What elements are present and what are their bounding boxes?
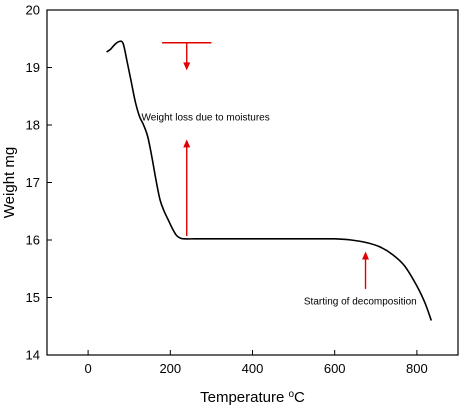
y-axis-title: Weight mg: [1, 147, 18, 218]
weight-curve: [106, 40, 433, 321]
x-tick-label: 800: [406, 361, 428, 376]
x-axis-title-unit: C: [294, 389, 305, 406]
x-tick-label: 200: [159, 361, 181, 376]
y-tick-label: 20: [26, 3, 40, 18]
x-axis-title: Temperature oC: [200, 389, 305, 407]
x-tick-label: 0: [84, 361, 91, 376]
plot-frame: [46, 9, 459, 356]
y-tick-label: 15: [26, 290, 40, 305]
x-tick-label: 400: [242, 361, 264, 376]
x-axis-title-main: Temperature: [200, 389, 288, 406]
y-tick-label: 16: [26, 233, 40, 248]
annotation-layer: Weight loss due to moistures Starting of …: [142, 42, 417, 307]
annotation-label: Weight loss due to moistures: [142, 112, 270, 123]
y-tick-label: 19: [26, 60, 40, 75]
ticks-layer: 0 200 400 600 800 14 15 16 17 18 19 20: [26, 3, 428, 377]
annotation-arrow-head: [183, 139, 191, 148]
annotation-arrow-head: [183, 62, 191, 71]
annotation-arrow-head: [362, 251, 370, 260]
x-axis-title-superscript: o: [288, 389, 294, 400]
y-tick-label: 18: [26, 118, 40, 133]
y-tick-label: 14: [26, 348, 40, 363]
x-tick-label: 600: [324, 361, 346, 376]
y-tick-label: 17: [26, 175, 40, 190]
annotation-label: Starting of decomposition: [304, 296, 417, 307]
